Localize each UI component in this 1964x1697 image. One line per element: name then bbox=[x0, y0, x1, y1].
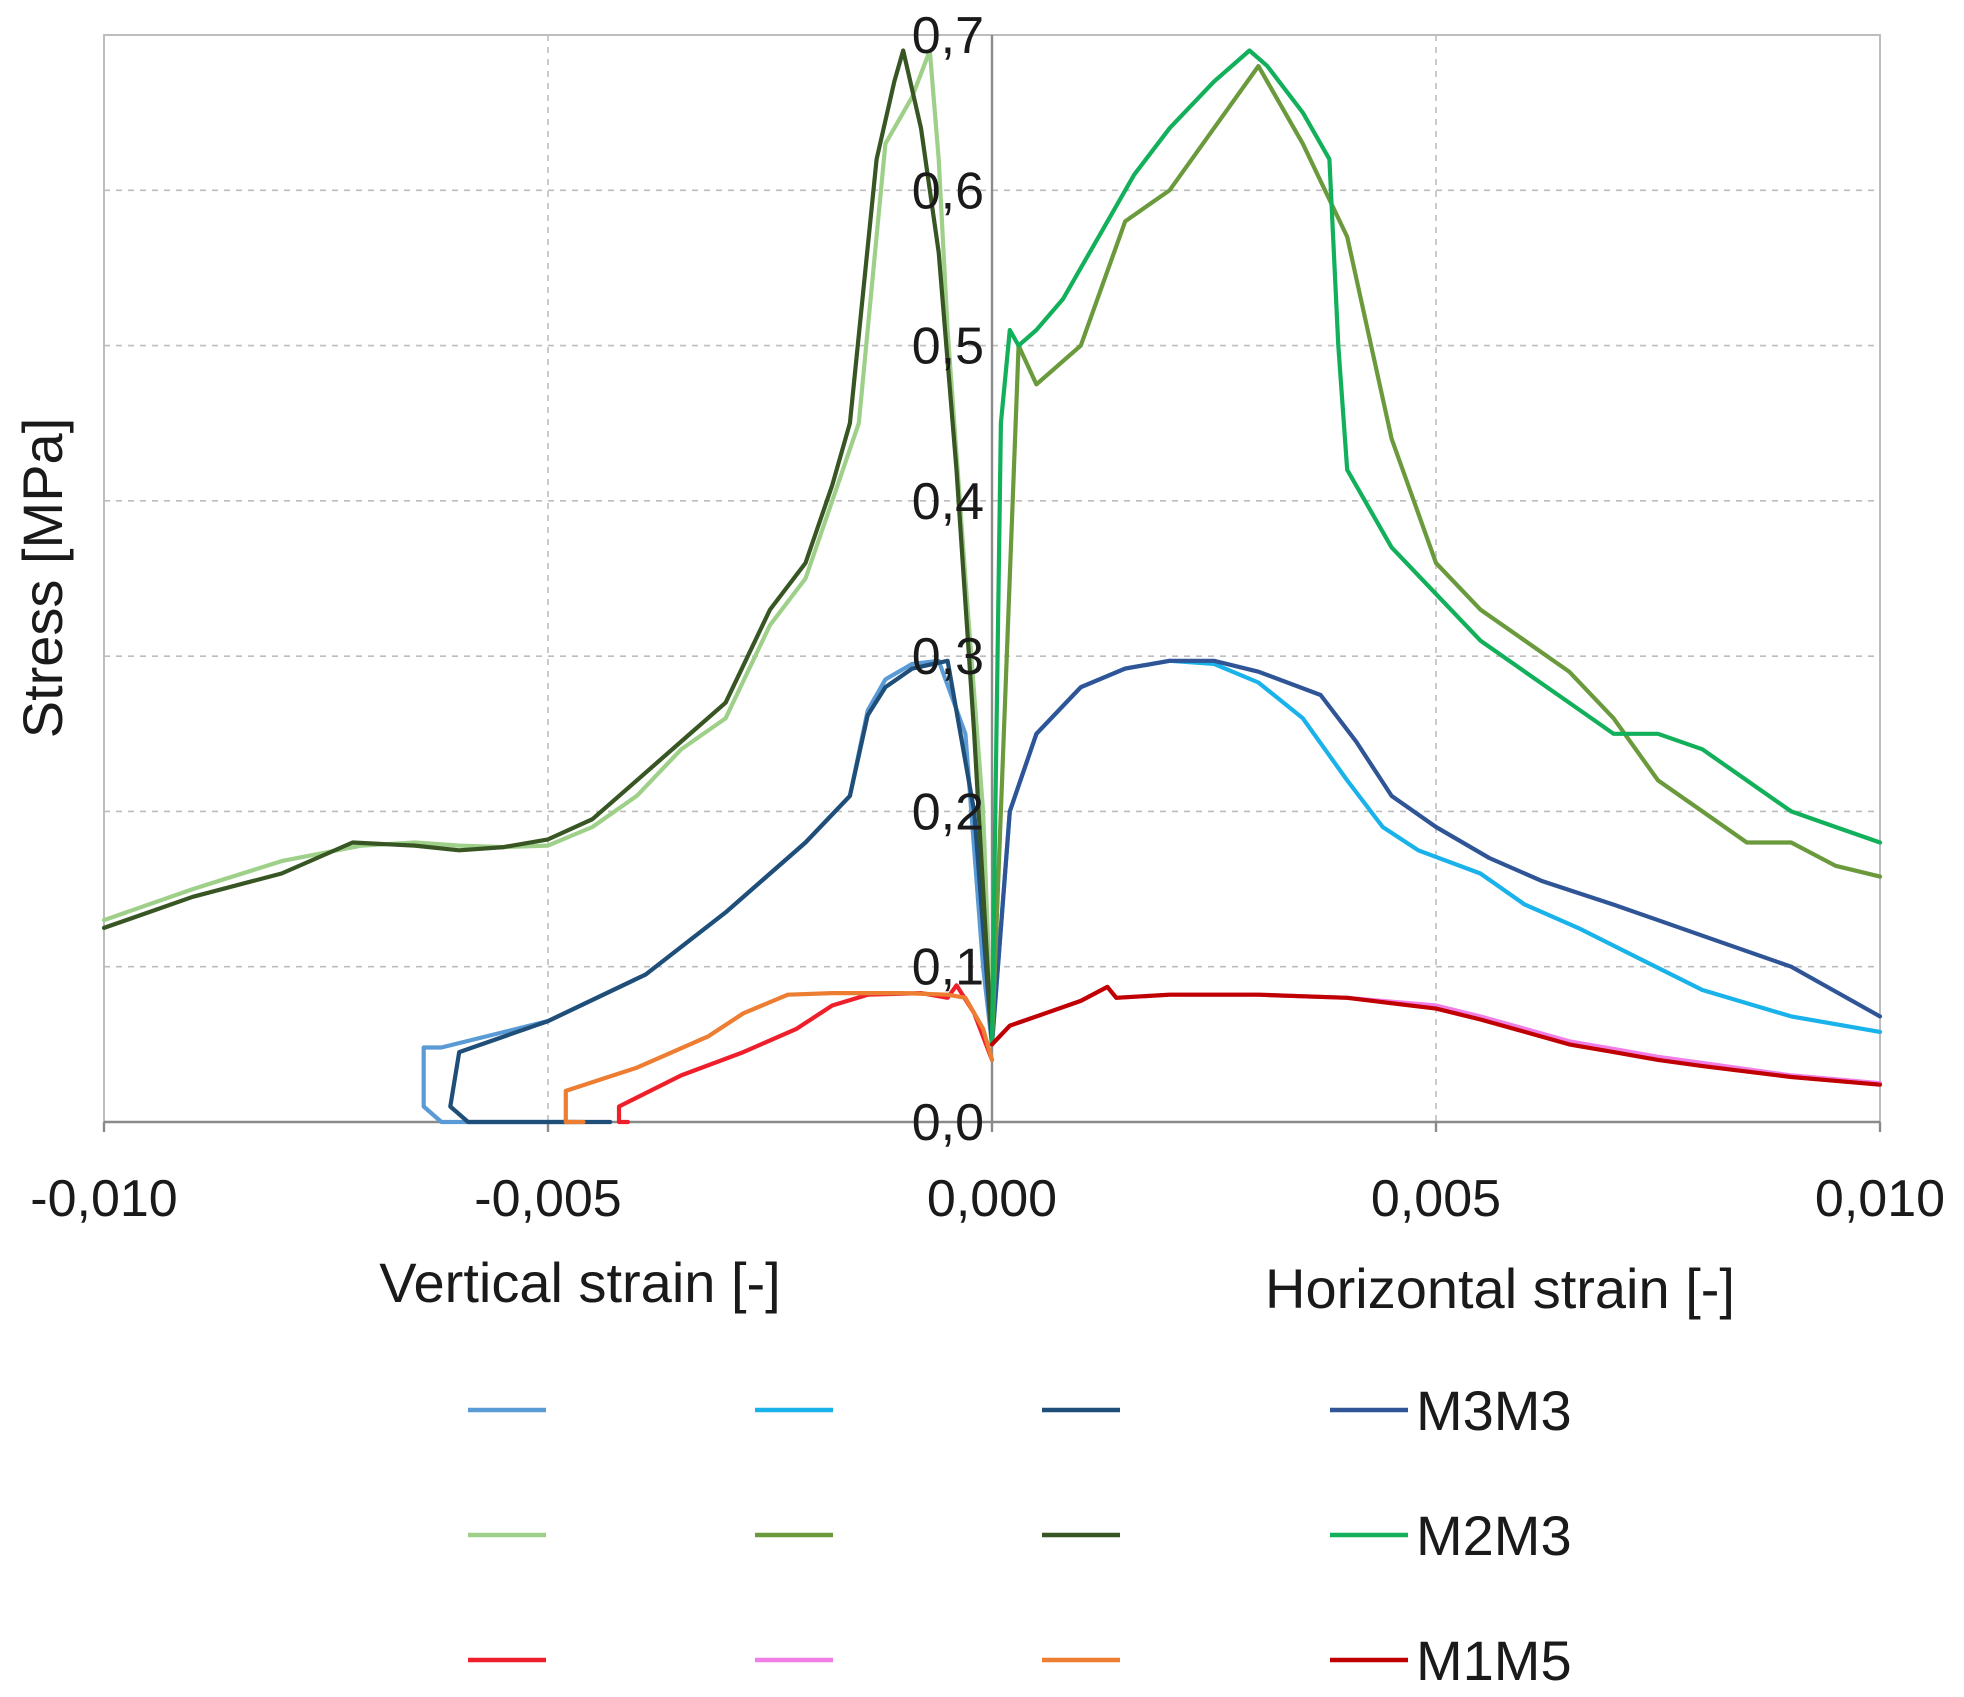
x-tick-label: 0,000 bbox=[927, 1170, 1057, 1228]
series-line-12 bbox=[989, 984, 1883, 1087]
legend: M3M3 M2M3 M1M5 bbox=[468, 1379, 1572, 1692]
series-line-5 bbox=[101, 48, 995, 1047]
y-tick-label: 0,1 bbox=[912, 939, 984, 997]
y-tick-label: 0,3 bbox=[912, 628, 984, 686]
x-axis-title-right: Horizontal strain [-] bbox=[1265, 1257, 1735, 1320]
y-axis-title: Stress [MPa] bbox=[11, 418, 74, 739]
series-line-6 bbox=[989, 63, 1883, 1047]
y-tick-label: 0,0 bbox=[912, 1094, 984, 1152]
legend-label: M1M5 bbox=[1416, 1629, 1572, 1692]
x-axis-title-left: Vertical strain [-] bbox=[379, 1251, 780, 1314]
x-tick-label: -0,010 bbox=[30, 1170, 177, 1228]
y-tick-label: 0,7 bbox=[912, 7, 984, 65]
series-line-8 bbox=[989, 48, 1883, 1047]
series-line-3 bbox=[448, 658, 995, 1125]
y-tick-label: 0,5 bbox=[912, 318, 984, 376]
x-tick-label: -0,005 bbox=[474, 1170, 621, 1228]
series-line-11 bbox=[563, 990, 995, 1125]
series-line-7 bbox=[101, 48, 995, 1047]
series-layer bbox=[101, 48, 1883, 1125]
y-tick-labels: 0,0 0,1 0,2 0,3 0,4 0,5 0,6 0,7 bbox=[912, 7, 984, 1152]
y-tick-label: 0,4 bbox=[912, 473, 984, 531]
x-tick-label: 0,010 bbox=[1815, 1170, 1945, 1228]
series-line-9 bbox=[616, 983, 995, 1125]
x-tick-label: 0,005 bbox=[1371, 1170, 1501, 1228]
legend-label: M3M3 bbox=[1416, 1379, 1572, 1442]
y-tick-label: 0,6 bbox=[912, 162, 984, 220]
x-tick-labels: -0,010 -0,005 0,000 0,005 0,010 bbox=[30, 1170, 1945, 1228]
y-tick-label: 0,2 bbox=[912, 783, 984, 841]
legend-label: M2M3 bbox=[1416, 1504, 1572, 1567]
series-line-4 bbox=[989, 658, 1883, 1047]
